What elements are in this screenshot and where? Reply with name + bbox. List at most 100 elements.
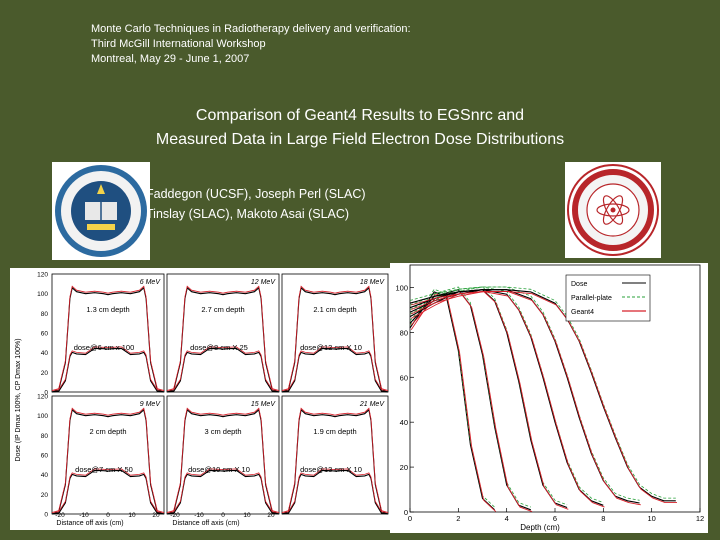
geant4-curve [411,291,605,508]
university-seal-logo [52,162,150,260]
geant4-curve [410,290,533,513]
panel-frame [281,395,389,515]
dose-curve [409,291,495,511]
y-tick-label: 80 [41,433,49,440]
panel-frame [51,395,165,515]
y-tick-label: 100 [37,291,48,298]
panel-energy-label: 18 MeV [360,279,385,286]
profile-panel: 9 MeV 2 cm depth dose@7 cm X 50 [51,395,165,515]
panel-energy-label: 15 MeV [251,401,276,408]
y-tick-label: 60 [400,373,408,382]
y-ticks-bottom: 0 20 40 60 80 100 120 [37,394,48,519]
y-tick-label: 60 [41,453,49,460]
x-tick-label: -10 [79,512,89,519]
profile-curve-geant4 [51,468,165,513]
depth-dose-xlabel: Depth (cm) [520,523,560,532]
y-tick-label: 120 [37,394,48,401]
panel-frame [166,273,280,393]
y-tick-label: 20 [41,370,49,377]
x-tick-label: 12 [696,514,704,523]
panel-frame [166,395,280,515]
legend-label-dose: Dose [571,281,587,288]
parallel-plate-curve [409,286,531,508]
parallel-plate-curve [409,286,568,506]
x-tick-label: 10 [128,512,136,519]
depth-dose-chart: 0 20 40 60 80 100 0 2 4 6 8 10 12 Dose Parallel-pla… [390,263,708,533]
profile-curve-geant4 [281,285,389,391]
x-tick-label: -20 [55,512,65,519]
y-tick-label: 40 [41,472,49,479]
authors-line-1: Faddegon (UCSF), Joseph Perl (SLAC) [146,187,366,201]
profile-curve-geant4 [166,468,280,513]
panel-depth-label: 2.7 cm depth [201,305,244,314]
dose-curve [409,289,676,502]
y-tick-label: 80 [41,311,49,318]
panel-energy-label: 9 MeV [140,401,162,408]
y-tick-label: 20 [41,492,49,499]
profile-curve-geant4 [281,407,389,513]
x-tick-label: -20 [170,512,180,519]
x-tick-label: 6 [553,514,557,523]
x-tick-label: -10 [194,512,204,519]
parallel-plate-curve [409,288,495,508]
panel-depth-label: 1.3 cm depth [86,305,129,314]
y-tick-label: 60 [41,331,49,338]
plot-frame [409,264,701,513]
title-line-2: Measured Data in Large Field Electron Do… [155,131,565,148]
geant4-curve [410,291,569,510]
x-tick-label: 8 [601,514,605,523]
profile-curve-geant4 [166,285,280,391]
presenter-credit: Joseph Perl (SLAC) [300,512,407,526]
legend-label-parallel-plate: Parallel-plate [571,295,612,302]
y-tick-label: 40 [400,418,408,427]
y-tick-label: 120 [37,272,48,279]
parallel-plate-curve [409,286,640,501]
panel-depth-label: 1.9 cm depth [313,427,356,436]
header-line-2: Third McGill International Workshop [91,38,266,50]
profile-curve-geant4 [51,407,165,513]
lateral-profiles-figure: Dose (IP Dmax 100%, CP Dmax 100%) 020406… [10,268,390,530]
depth-dose-curves [409,286,677,513]
panel-depth-label: 3 cm depth [204,427,241,436]
profile-curve-geant4 [281,346,389,391]
y-tick-label: 0 [44,390,48,397]
profile-panel: 18 MeV 2.1 cm depth dose@12 cm X 10 [281,273,389,393]
slide-title: Comparison of Geant4 Results to EGSnrc a… [0,104,720,152]
x-tick-label: 4 [505,514,509,523]
workshop-header: Monte Carlo Techniques in Radiotherapy d… [91,22,411,67]
legend-label-geant4: Geant4 [571,309,594,316]
x-tick-label: 0 [408,514,412,523]
chart-legend: Dose Parallel-plate Geant4 [565,274,651,322]
profile-curve-geant4 [166,346,280,391]
header-line-3: Montreal, May 29 - June 1, 2007 [91,53,250,65]
author-list: Faddegon (UCSF), Joseph Perl (SLAC) Tins… [146,184,366,224]
geant4-curve [411,291,641,506]
x-tick-label: 0 [106,512,110,519]
panel-dose-label: dose@6 cm x 100 [74,343,135,352]
left-xlabel-2: Distance off axis (cm) [172,520,239,527]
y-ticks-top: 0 20 40 60 80 100 120 [37,272,48,397]
geant4-curve [411,291,677,504]
x-tick-label: 10 [647,514,655,523]
header-line-1: Monte Carlo Techniques in Radiotherapy d… [91,23,411,35]
panel-frame [51,273,165,393]
left-xlabel-1: Distance off axis (cm) [56,520,123,527]
x-tick-label: 10 [243,512,251,519]
depth-dose-y-ticks: 0 20 40 60 80 100 [395,283,414,517]
profile-panels: 6 MeV 1.3 cm depth dose@6 cm x 100 12 MeV 2.… [51,273,389,515]
profile-panel: 6 MeV 1.3 cm depth dose@6 cm x 100 [51,273,165,393]
x-tick-label: 2 [456,514,460,523]
panel-dose-label: dose@10 cm X 10 [188,465,250,474]
y-tick-label: 100 [37,413,48,420]
panel-energy-label: 6 MeV [140,279,162,286]
y-tick-label: 40 [41,350,49,357]
geant4-curve [410,293,497,512]
x-tick-label: 20 [152,512,160,519]
profile-curve-geant4 [51,285,165,391]
authors-line-2: Tinslay (SLAC), Makoto Asai (SLAC) [146,207,350,221]
dose-curve [409,289,568,509]
x-tick-label: 0 [221,512,225,519]
panel-energy-label: 12 MeV [251,279,276,286]
profile-panel: 21 MeV 1.9 cm depth dose@13 cm X 10 [281,395,389,515]
parallel-plate-curve [409,286,676,499]
